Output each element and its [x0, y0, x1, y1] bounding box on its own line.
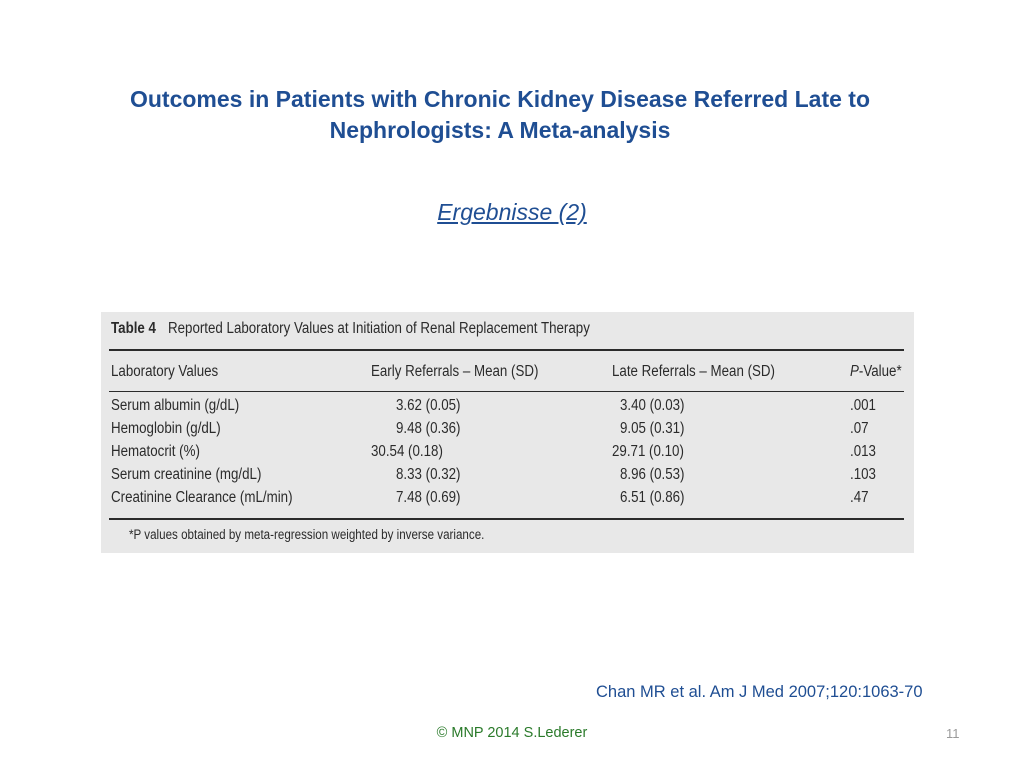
table-cell-p: .001 — [850, 397, 876, 414]
slide-subtitle: Ergebnisse (2) — [437, 199, 587, 225]
table-top-rule — [109, 349, 904, 351]
table-cell-p: .013 — [850, 443, 876, 460]
table-cell-late: 3.40 (0.03) — [620, 397, 685, 414]
table-cell-early: 9.48 (0.36) — [396, 420, 461, 437]
table-caption-number: Table 4 — [111, 320, 156, 337]
p-italic: P — [850, 363, 859, 380]
slide-title: Outcomes in Patients with Chronic Kidney… — [60, 84, 940, 146]
table-row-label: Serum albumin (g/dL) — [111, 397, 240, 414]
table-header-laboratory-values: Laboratory Values — [111, 363, 219, 380]
table-caption-text: Reported Laboratory Values at Initiation… — [167, 320, 590, 337]
table-header-early-referrals: Early Referrals – Mean (SD) — [371, 363, 539, 380]
table-header-p-value: P-Value* — [850, 363, 902, 380]
table-row-label: Hemoglobin (g/dL) — [111, 420, 221, 437]
table-caption: Table 4 Reported Laboratory Values at Ini… — [111, 320, 590, 338]
slide-title-line-2: Nephrologists: A Meta-analysis — [329, 117, 671, 143]
table-row-label: Creatinine Clearance (mL/min) — [111, 489, 293, 506]
page-number: 11 — [946, 726, 960, 741]
slide-title-line-1: Outcomes in Patients with Chronic Kidney… — [129, 86, 870, 112]
copyright: © MNP 2014 S.Lederer — [436, 725, 588, 741]
table-row-label: Serum creatinine (mg/dL) — [111, 466, 262, 483]
citation: Chan MR et al. Am J Med 2007;120:1063-70 — [596, 683, 923, 701]
table-cell-early: 3.62 (0.05) — [396, 397, 461, 414]
table-header-late-referrals: Late Referrals – Mean (SD) — [612, 363, 775, 380]
table-cell-p: .07 — [850, 420, 869, 437]
table-cell-early: 30.54 (0.18) — [371, 443, 443, 460]
table-row-label: Hematocrit (%) — [111, 443, 200, 460]
table-cell-early: 8.33 (0.32) — [396, 466, 461, 483]
lab-values-table: Table 4 Reported Laboratory Values at Ini… — [101, 312, 914, 553]
table-cell-late: 6.51 (0.86) — [620, 489, 685, 506]
table-cell-p: .103 — [850, 466, 876, 483]
table-cell-late: 8.96 (0.53) — [620, 466, 685, 483]
table-header-rule — [109, 391, 904, 392]
table-footnote: *P values obtained by meta-regression we… — [129, 527, 485, 542]
table-bottom-rule — [109, 518, 904, 520]
table-cell-p: .47 — [850, 489, 869, 506]
table-cell-late: 9.05 (0.31) — [620, 420, 685, 437]
table-cell-late: 29.71 (0.10) — [612, 443, 684, 460]
table-cell-early: 7.48 (0.69) — [396, 489, 461, 506]
